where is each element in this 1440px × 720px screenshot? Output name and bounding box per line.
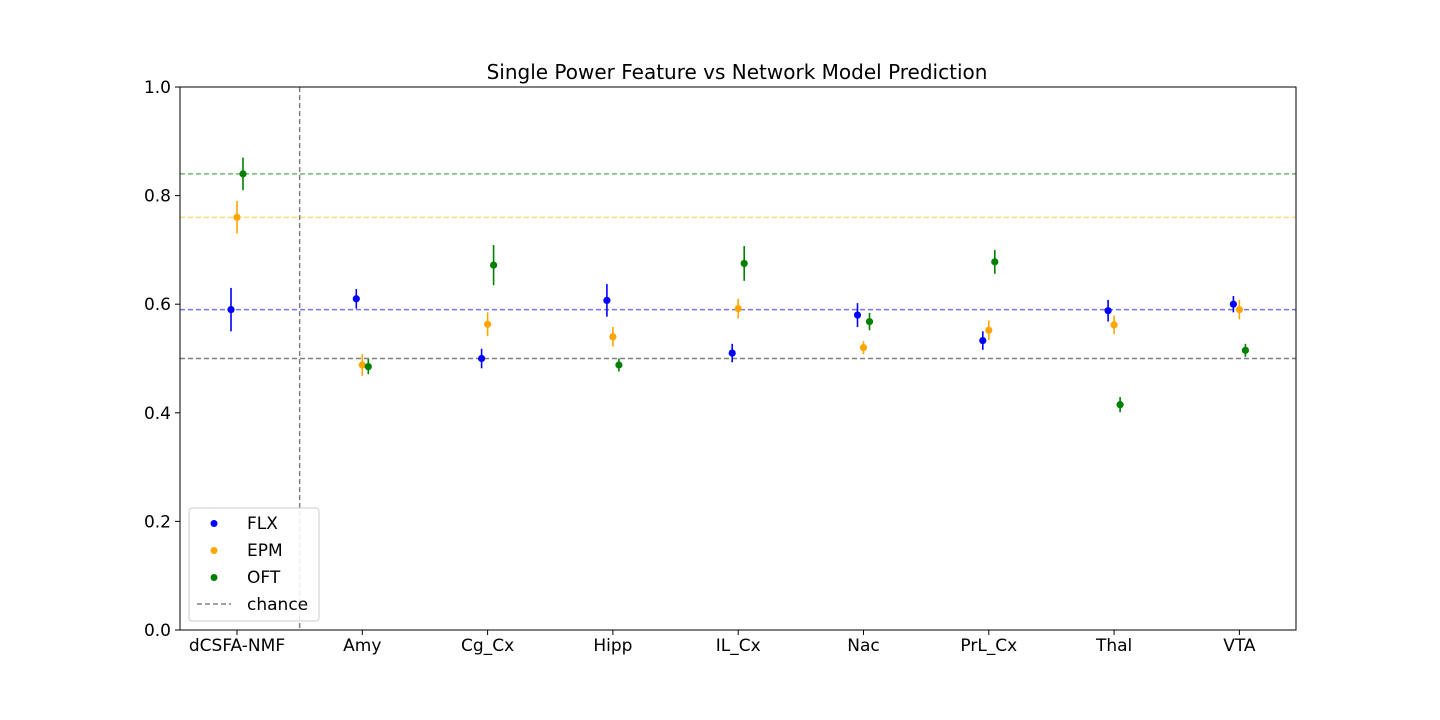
data-point (853, 311, 862, 319)
y-tick-label: 0.6 (144, 295, 171, 315)
legend-label-epm: EPM (247, 541, 283, 561)
y-tick-label: 0.8 (144, 187, 171, 207)
x-tick-label: Nac (847, 636, 879, 656)
data-point (979, 336, 987, 345)
legend-marker-oft (210, 574, 218, 581)
data-point (1104, 307, 1112, 315)
data-point (490, 261, 498, 269)
data-point (239, 170, 247, 178)
x-tick-label: dCSFA-NMF (189, 636, 285, 656)
legend-box (188, 507, 320, 622)
data-point (352, 295, 360, 303)
legend-label-flx: FLX (247, 514, 278, 534)
data-point (1235, 306, 1243, 314)
data-point (364, 363, 372, 371)
legend-label-oft: OFT (247, 568, 281, 588)
x-tick-label: PrL_Cx (960, 636, 1017, 656)
data-point (1110, 321, 1118, 329)
data-point (227, 306, 235, 314)
data-point (859, 344, 868, 352)
legend-label-chance: chance (247, 595, 308, 615)
data-point (865, 317, 874, 326)
y-tick-label: 0.0 (144, 621, 171, 641)
y-tick-label: 0.2 (144, 512, 171, 532)
x-tick-label: IL_Cx (716, 636, 761, 656)
data-point (991, 258, 999, 266)
data-point (1229, 300, 1237, 308)
plot-layer (180, 87, 1296, 630)
data-point (615, 361, 623, 369)
data-point (1241, 346, 1249, 354)
data-point (603, 296, 611, 304)
data-point (985, 326, 993, 334)
legend-marker-flx (210, 520, 218, 527)
axes-layer: 0.0 0.2 0.4 0.6 0.8 1.0 dCSFA-NMF Amy Cg_Cx Hipp I… (144, 78, 1297, 656)
chart-title: Single Power Feature vs Network Model Pr… (487, 60, 988, 84)
data-point (734, 304, 742, 313)
data-point (484, 320, 492, 328)
y-tick-label: 1.0 (144, 78, 171, 98)
legend-marker-epm (210, 547, 218, 554)
legend: FLX EPM OFT chance (188, 507, 320, 622)
x-tick-label: Cg_Cx (461, 636, 514, 656)
data-point (478, 354, 486, 363)
data-point (609, 333, 617, 341)
data-point (1116, 401, 1124, 409)
x-tick-label: Thal (1095, 636, 1132, 656)
data-point (358, 361, 366, 369)
x-tick-label: Amy (343, 636, 381, 656)
data-point (728, 349, 736, 357)
data-point (233, 213, 241, 221)
x-tick-label: Hipp (593, 636, 632, 656)
x-tick-label: VTA (1223, 636, 1256, 656)
y-tick-label: 0.4 (144, 404, 171, 424)
data-point (740, 259, 748, 268)
